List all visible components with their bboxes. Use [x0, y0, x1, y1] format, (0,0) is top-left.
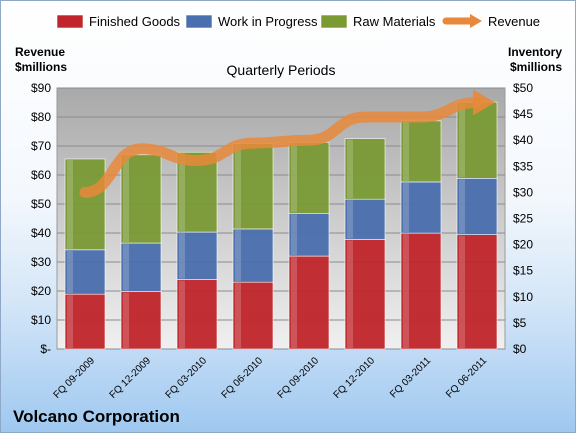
- legend-label: Revenue: [488, 14, 540, 29]
- left-axis-ticks: $- $10 $20 $30 $40 $50 $60 $70 $80 $90: [31, 81, 51, 356]
- right-tick-label: $45: [513, 107, 533, 121]
- right-tick-label: $25: [513, 212, 533, 226]
- chart-title: Quarterly Periods: [227, 62, 336, 78]
- left-tick-label: $70: [31, 139, 51, 153]
- left-tick-label: $90: [31, 81, 51, 95]
- bar-segment: [64, 158, 106, 251]
- bar-highlight: [347, 200, 353, 239]
- bar-segment: [344, 239, 386, 350]
- bar-segment: [456, 178, 498, 235]
- revenue-line-arrowhead: [473, 89, 495, 116]
- bar-highlight: [459, 103, 465, 178]
- legend-label: Raw Materials: [353, 14, 436, 29]
- legend-label: Work in Progress: [218, 14, 318, 29]
- bar-segment: [456, 101, 498, 179]
- right-tick-label: $10: [513, 290, 533, 304]
- right-axis-title-line2: $millions: [510, 60, 562, 74]
- left-tick-label: $10: [31, 313, 51, 327]
- legend-swatch: [185, 14, 213, 29]
- bar-highlight: [347, 240, 353, 348]
- bar-highlight: [235, 229, 241, 282]
- left-tick-label: $-: [40, 342, 51, 356]
- bar-segment: [232, 281, 274, 350]
- bar-highlight: [67, 159, 73, 249]
- company-name: Volcano Corporation: [13, 407, 180, 426]
- bar-highlight: [459, 179, 465, 234]
- right-axis-title-line1: Inventory: [508, 45, 562, 59]
- left-tick-label: $80: [31, 110, 51, 124]
- bar-highlight: [179, 153, 185, 232]
- left-tick-label: $20: [31, 284, 51, 298]
- left-tick-label: $40: [31, 226, 51, 240]
- right-tick-label: $35: [513, 159, 533, 173]
- right-tick-label: $0: [513, 342, 527, 356]
- category-label: FQ 09-2010: [276, 355, 322, 401]
- category-label: FQ 12-2010: [332, 355, 378, 401]
- bar-segment: [176, 279, 218, 350]
- bar-highlight: [179, 233, 185, 279]
- bar-highlight: [235, 144, 241, 228]
- bar-segment: [400, 181, 442, 234]
- right-axis-ticks: $0 $5 $10 $15 $20 $25 $30 $35 $40 $45 $50: [513, 81, 533, 356]
- bar-highlight: [235, 283, 241, 348]
- bar-highlight: [123, 155, 129, 243]
- bar-highlight: [67, 295, 73, 348]
- bar-highlight: [459, 235, 465, 348]
- bar-segment: [232, 228, 274, 283]
- legend-swatch-arrowhead: [470, 14, 482, 28]
- bar-segment: [288, 141, 330, 214]
- legend-swatch: [56, 14, 84, 29]
- chart-legend: Finished Goods Work in Progress Raw Materi…: [56, 14, 540, 29]
- bar-segment: [120, 291, 162, 350]
- bar-highlight: [123, 244, 129, 291]
- left-tick-label: $30: [31, 255, 51, 269]
- bar-segment: [400, 120, 442, 183]
- bar-segment: [288, 255, 330, 350]
- bar-segment: [344, 198, 386, 240]
- category-axis-labels: FQ 09-2009 FQ 12-2009 FQ 03-2010 FQ 06-2010…: [52, 355, 490, 401]
- bar-highlight: [291, 143, 297, 213]
- right-tick-label: $50: [513, 81, 533, 95]
- bar-segment: [344, 138, 386, 200]
- left-axis-title-line1: Revenue: [15, 45, 65, 59]
- bar-segment: [456, 234, 498, 350]
- category-label: FQ 12-2009: [108, 355, 154, 401]
- category-label: FQ 03-2010: [164, 355, 210, 401]
- bar-highlight: [291, 214, 297, 256]
- bar-segment: [232, 143, 274, 230]
- bar-highlight: [123, 292, 129, 348]
- bar-segment: [120, 154, 162, 244]
- legend-label: Finished Goods: [89, 14, 181, 29]
- right-tick-label: $30: [513, 185, 533, 199]
- bar-segment: [288, 212, 330, 257]
- right-tick-label: $40: [513, 133, 533, 147]
- revenue-line-path: [79, 97, 483, 198]
- bar-segment: [176, 231, 218, 280]
- left-tick-label: $50: [31, 197, 51, 211]
- bar-segment: [64, 249, 106, 295]
- revenue-line: [79, 89, 495, 198]
- bar-segment: [64, 293, 106, 350]
- legend-swatch: [320, 14, 348, 29]
- right-tick-label: $5: [513, 316, 527, 330]
- category-label: FQ 06-2011: [444, 355, 489, 400]
- bar-highlight: [403, 234, 409, 348]
- bar-highlight: [403, 182, 409, 233]
- bar-highlight: [67, 250, 73, 294]
- bar-highlight: [347, 139, 353, 199]
- left-tick-label: $60: [31, 168, 51, 182]
- bar-series: [64, 101, 498, 350]
- bar-highlight: [291, 257, 297, 348]
- bar-highlight: [179, 280, 185, 348]
- right-tick-label: $20: [513, 238, 533, 252]
- category-label: FQ 06-2010: [220, 355, 266, 401]
- category-label: FQ 09-2009: [52, 355, 98, 401]
- bar-highlight: [403, 121, 409, 181]
- left-axis-title-line2: $millions: [15, 60, 67, 74]
- category-label: FQ 03-2011: [388, 355, 433, 400]
- right-tick-label: $15: [513, 264, 533, 278]
